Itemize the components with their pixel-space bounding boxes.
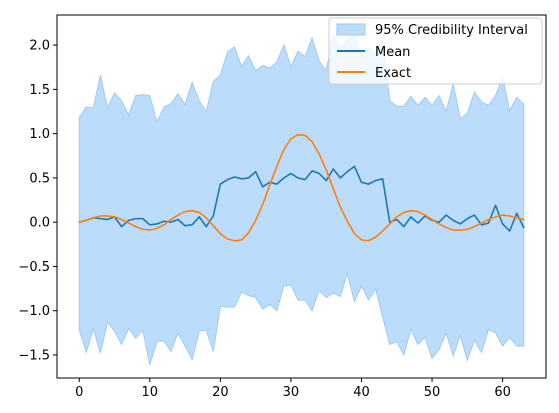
series-layer	[78, 133, 525, 242]
x-tick-label: 10	[142, 385, 159, 400]
y-tick-label: 0.5	[29, 171, 50, 186]
x-tick-label: 40	[353, 385, 370, 400]
x-tick-label: 60	[494, 385, 511, 400]
legend-frame	[328, 17, 543, 85]
legend-exact-label: Exact	[375, 66, 411, 81]
y-tick-label: 2.0	[29, 39, 50, 54]
legend-mean-label: Mean	[375, 45, 410, 60]
exact-series-line	[78, 133, 525, 242]
y-tick-label: −1.5	[18, 348, 50, 363]
mean-series-line	[78, 165, 525, 232]
x-tick-label: 50	[424, 385, 441, 400]
y-tick-label: 1.5	[29, 83, 50, 98]
legend-band-swatch	[336, 23, 366, 36]
band-layer	[78, 32, 525, 365]
x-tick-label: 30	[283, 385, 300, 400]
legend-band-label: 95% Credibility Interval	[375, 23, 528, 38]
x-tick-label: 20	[212, 385, 229, 400]
x-axis: 0 10 20 30 40 50 60	[75, 378, 511, 400]
y-tick-label: −1.0	[18, 304, 50, 319]
y-tick-label: 0.0	[29, 216, 50, 231]
y-tick-label: −0.5	[18, 260, 50, 275]
legend: 95% Credibility Interval Mean Exact	[328, 17, 543, 85]
y-axis: −1.5 −1.0 −0.5 0.0 0.5 1.0 1.5 2.0	[18, 39, 57, 363]
plot-frame	[56, 14, 547, 379]
y-tick-label: 1.0	[29, 127, 50, 142]
credibility-interval-band	[78, 32, 525, 365]
x-tick-label: 0	[75, 385, 83, 400]
